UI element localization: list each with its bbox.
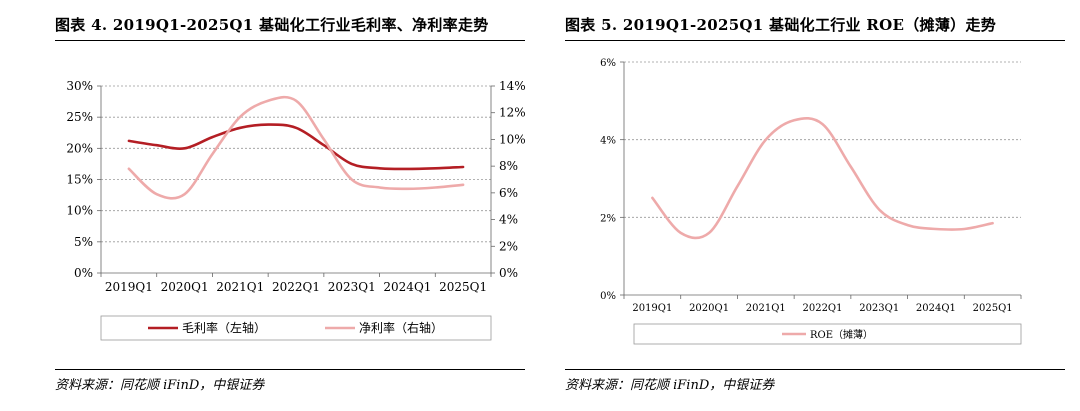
x-axis-tick-label: 2025Q1 <box>973 303 1013 314</box>
right-axis-tick-label: 12% <box>499 106 526 120</box>
legend-label: 净利率（右轴） <box>359 320 443 335</box>
x-axis-tick-label: 2020Q1 <box>161 280 209 294</box>
right-axis-tick-label: 2% <box>499 239 518 253</box>
left-axis-tick-label: 0% <box>74 266 93 280</box>
x-axis-tick-label: 2020Q1 <box>689 303 729 314</box>
chart-title: 图表 4. 2019Q1-2025Q1 基础化工行业毛利率、净利率走势 <box>55 16 489 34</box>
legend-box <box>633 323 1022 345</box>
series-line-2 <box>127 95 465 200</box>
x-axis-tick-label: 2025Q1 <box>439 280 487 294</box>
right-axis-tick-label: 14% <box>499 79 526 93</box>
legend-label: ROE（摊薄） <box>810 328 873 341</box>
source-rule <box>55 369 525 370</box>
legend-label: 毛利率（左轴） <box>182 320 266 335</box>
right-axis-tick-label: 8% <box>499 159 518 173</box>
x-axis-tick-label: 2019Q1 <box>632 303 672 314</box>
left-axis-tick-label: 6% <box>600 58 616 69</box>
left-axis-tick-label: 20% <box>66 141 93 155</box>
x-axis-tick-label: 2022Q1 <box>272 280 320 294</box>
x-axis-tick-label: 2023Q1 <box>859 303 899 314</box>
x-axis-tick-label: 2024Q1 <box>916 303 956 314</box>
x-axis-tick-label: 2021Q1 <box>746 303 786 314</box>
left-axis-tick-label: 2% <box>600 213 616 224</box>
right-axis-tick-label: 4% <box>499 213 518 227</box>
right-chart-panel: 图表 5. 2019Q1-2025Q1 基础化工行业 ROE（摊薄）走势 0% 2… <box>560 0 1080 411</box>
series-line-1 <box>127 123 465 171</box>
x-axis-tick-label: 2024Q1 <box>383 280 431 294</box>
left-axis-tick-label: 0% <box>600 291 616 302</box>
series-line-1 <box>651 117 994 240</box>
right-axis-tick-label: 10% <box>499 132 526 146</box>
left-axis-tick-label: 30% <box>66 79 93 93</box>
title-rule <box>55 40 525 41</box>
right-axis-tick-label: 0% <box>499 266 518 280</box>
left-axis-tick-label: 5% <box>74 235 93 249</box>
margin-chart: 0% 5% 10% 15% 20% 25% 30% 0% 2% 4% 6% 8% 10% 12% 14% 20… <box>66 79 526 341</box>
left-axis-tick-label: 25% <box>66 110 93 124</box>
left-axis-tick-label: 15% <box>66 173 93 187</box>
x-axis-tick-label: 2019Q1 <box>105 280 153 294</box>
left-axis-tick-label: 10% <box>66 204 93 218</box>
left-chart-panel: 图表 4. 2019Q1-2025Q1 基础化工行业毛利率、净利率走势 0% 5%… <box>55 16 526 393</box>
chart-title: 图表 5. 2019Q1-2025Q1 基础化工行业 ROE（摊薄）走势 <box>565 16 997 34</box>
roe-chart: 0% 2% 4% 6% 2019Q1 2020Q1 2021Q1 2022Q1 2023Q1 20… <box>600 58 1022 345</box>
x-axis-tick-label: 2023Q1 <box>328 280 376 294</box>
x-axis-tick-label: 2021Q1 <box>216 280 264 294</box>
source-rule <box>565 369 1065 370</box>
source-note: 资料来源：同花顺 iFinD，中银证券 <box>55 378 265 393</box>
right-axis-tick-label: 6% <box>499 186 518 200</box>
left-axis-tick-label: 4% <box>600 136 616 147</box>
source-note: 资料来源：同花顺 iFinD，中银证券 <box>565 378 775 393</box>
x-axis-tick-label: 2022Q1 <box>802 303 842 314</box>
title-rule <box>565 40 1065 41</box>
